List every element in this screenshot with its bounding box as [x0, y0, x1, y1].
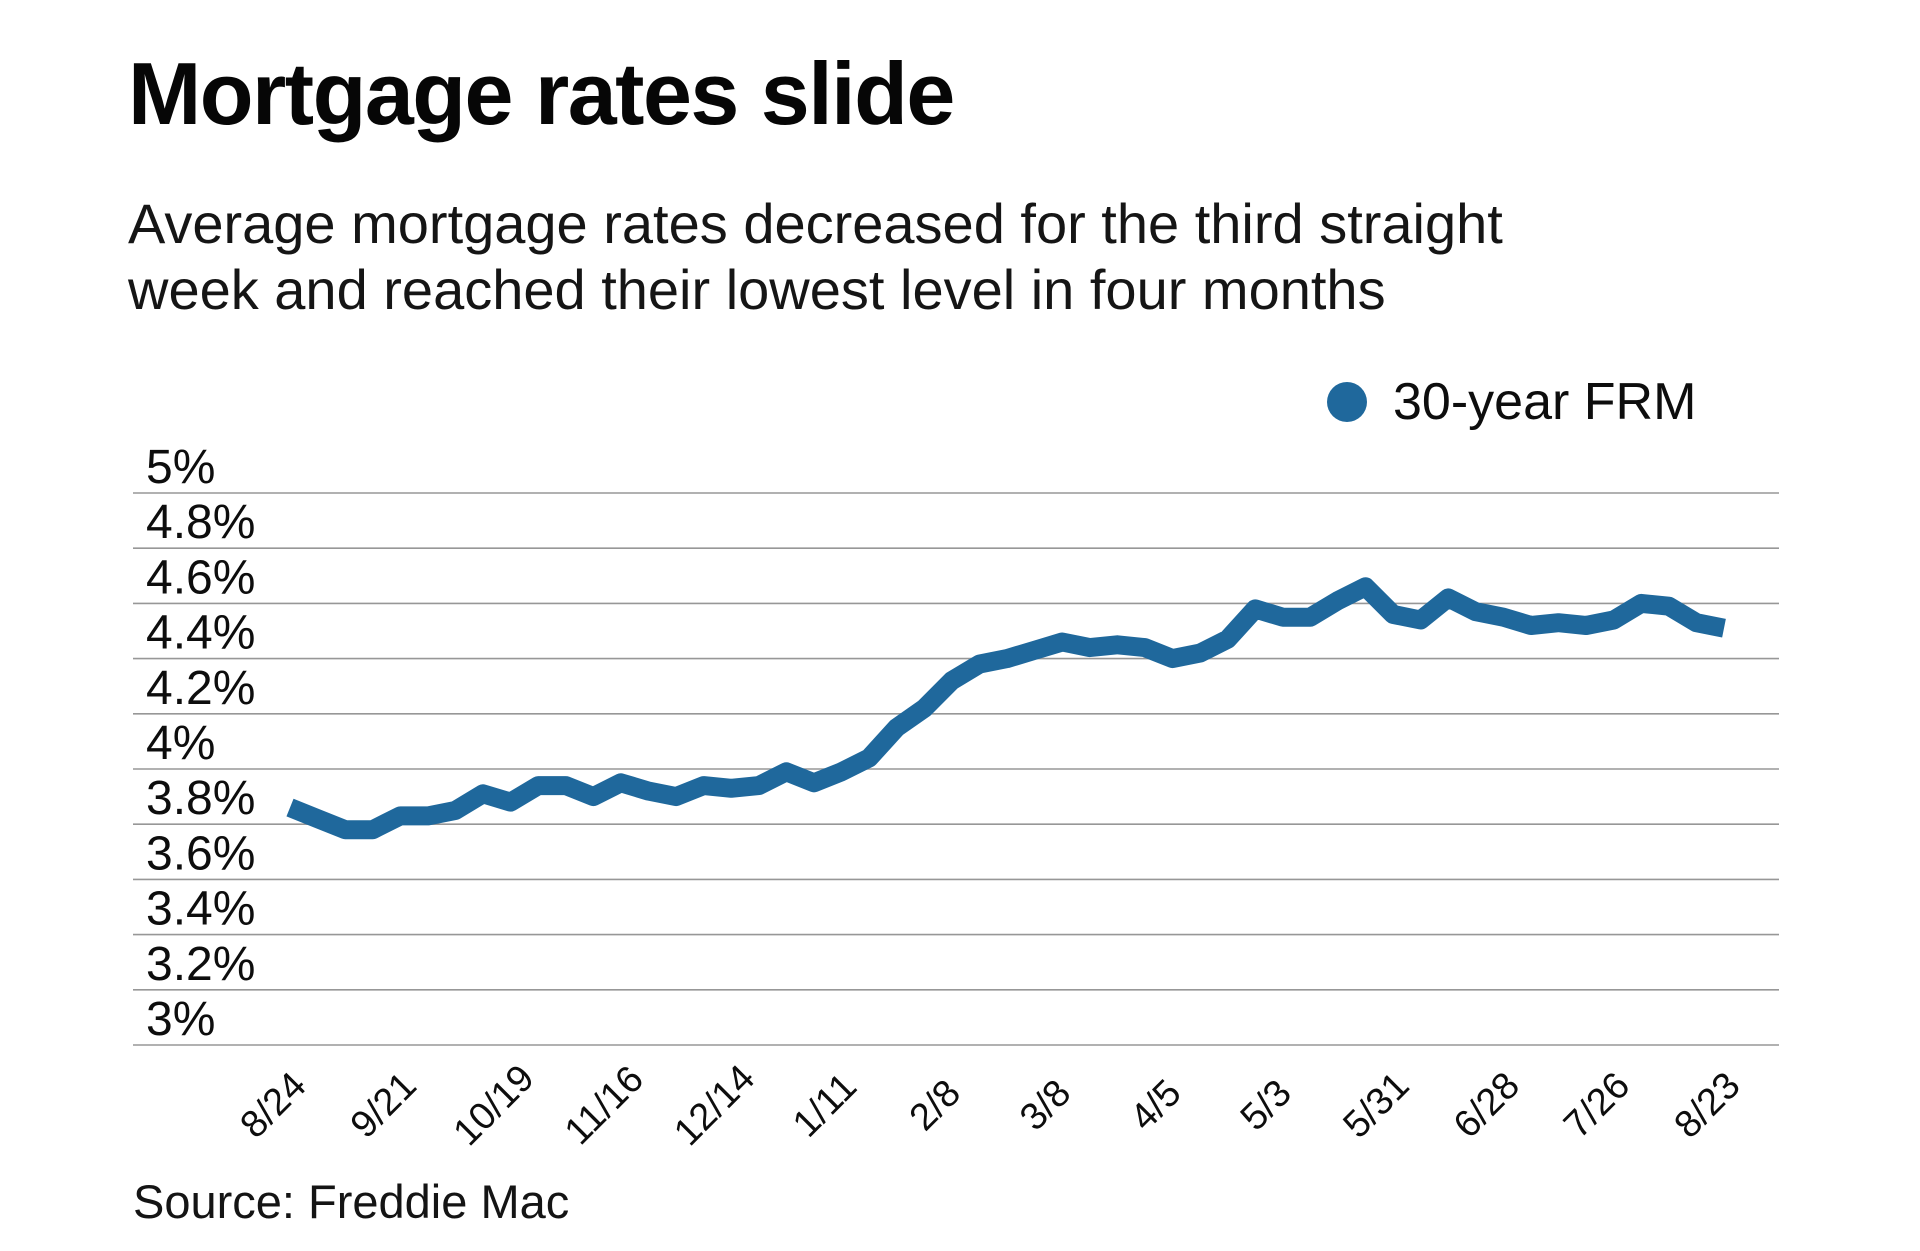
x-axis-tick-label: 5/31: [1336, 1065, 1418, 1147]
legend-series-label: 30-year FRM: [1393, 373, 1697, 431]
y-axis-tick-label: 4.6%: [146, 551, 255, 604]
y-axis-tick-label: 3.8%: [146, 772, 255, 825]
chart-subtitle-line2: week and reached their lowest level in f…: [128, 258, 1386, 321]
x-axis-tick-label: 12/14: [666, 1057, 763, 1154]
chart-title: Mortgage rates slide: [128, 44, 955, 143]
y-axis-tick-label: 5%: [146, 441, 215, 494]
source-note: Source: Freddie Mac: [133, 1175, 570, 1228]
chart-subtitle: Average mortgage rates decreased for the…: [128, 191, 1503, 323]
x-axis-tick-label: 6/28: [1446, 1065, 1528, 1147]
x-axis-tick-label: 8/24: [233, 1065, 315, 1147]
x-axis-tick-label: 8/23: [1667, 1065, 1749, 1147]
chart-subtitle-line1: Average mortgage rates decreased for the…: [128, 192, 1503, 255]
y-axis-tick-label: 4.4%: [146, 607, 255, 660]
y-axis-tick-label: 4.2%: [146, 662, 255, 715]
y-axis-tick-label: 3.4%: [146, 883, 255, 936]
x-axis-tick-label: 3/8: [1012, 1072, 1079, 1139]
x-axis-tick-label: 10/19: [446, 1057, 543, 1154]
y-axis-tick-label: 3.2%: [146, 938, 255, 991]
x-axis-tick-label: 2/8: [902, 1072, 969, 1139]
x-axis-tick-label: 4/5: [1122, 1072, 1189, 1139]
legend: 30-year FRM: [1327, 376, 1696, 428]
x-axis-tick-label: 7/26: [1556, 1065, 1638, 1147]
y-axis-tick-label: 3.6%: [146, 827, 255, 880]
y-axis-tick-label: 3%: [146, 993, 215, 1046]
x-axis-tick-label: 9/21: [343, 1065, 425, 1147]
rate-line-series: [286, 577, 1726, 840]
x-axis-tick-label: 5/3: [1233, 1072, 1300, 1139]
x-axis-tick-label: 11/16: [557, 1058, 652, 1153]
x-axis-tick-label: 1/11: [785, 1066, 865, 1146]
legend-marker-icon: [1327, 382, 1367, 422]
y-axis-tick-label: 4.8%: [146, 496, 255, 549]
y-axis-tick-label: 4%: [146, 717, 215, 770]
